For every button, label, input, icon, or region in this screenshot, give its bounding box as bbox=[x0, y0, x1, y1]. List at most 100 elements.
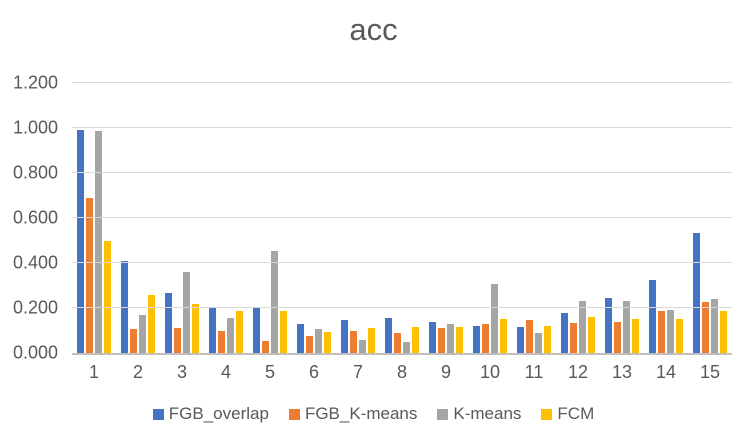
y-tick-label: 0.000 bbox=[12, 342, 58, 363]
bar-K-means-6 bbox=[315, 329, 322, 353]
bar-K-means-12 bbox=[579, 301, 586, 353]
bar-FGB_K-means-7 bbox=[350, 330, 357, 353]
bar-FGB_K-means-6 bbox=[306, 336, 313, 353]
bar-FCM-12 bbox=[588, 317, 595, 353]
gridline bbox=[72, 217, 732, 218]
x-tick-label: 6 bbox=[308, 362, 319, 382]
bar-FGB_overlap-13 bbox=[605, 297, 612, 353]
y-tick-label: 1.000 bbox=[12, 117, 58, 138]
x-tick-label: 1 bbox=[88, 362, 99, 382]
x-tick-label: 10 bbox=[479, 362, 501, 382]
legend-marker-icon bbox=[152, 408, 164, 420]
bar-FCM-7 bbox=[368, 328, 375, 353]
x-tick-label: 11 bbox=[524, 362, 544, 382]
bar-FCM-2 bbox=[148, 294, 155, 353]
bar-group-15 bbox=[688, 83, 732, 353]
bar-group-3 bbox=[160, 83, 204, 353]
plot-area bbox=[72, 82, 732, 355]
gridline bbox=[72, 172, 732, 173]
legend-label: FGB_overlap bbox=[168, 404, 269, 423]
bar-group-5 bbox=[248, 83, 292, 353]
legend-marker-icon bbox=[437, 408, 449, 420]
bar-FGB_overlap-9 bbox=[429, 321, 436, 353]
gridline bbox=[72, 307, 732, 308]
bar-FGB_K-means-13 bbox=[614, 321, 621, 353]
bar-FGB_K-means-12 bbox=[570, 322, 577, 353]
gridline bbox=[72, 262, 732, 263]
x-tick-label: 8 bbox=[396, 362, 407, 382]
bar-FGB_overlap-8 bbox=[385, 318, 392, 353]
bar-K-means-2 bbox=[139, 314, 146, 353]
bar-group-13 bbox=[600, 83, 644, 353]
bar-FGB_overlap-12 bbox=[561, 312, 568, 353]
bar-FCM-14 bbox=[676, 319, 683, 353]
bar-FGB_K-means-15 bbox=[702, 302, 709, 353]
bar-group-14 bbox=[644, 83, 688, 353]
bar-FGB_K-means-5 bbox=[262, 340, 269, 353]
bar-FCM-3 bbox=[192, 303, 199, 353]
bar-group-11 bbox=[512, 83, 556, 353]
bar-group-8 bbox=[380, 83, 424, 353]
y-tick-label: 0.800 bbox=[12, 162, 58, 183]
bar-K-means-13 bbox=[623, 301, 630, 353]
bar-FCM-1 bbox=[104, 240, 111, 353]
x-tick-label: 13 bbox=[611, 362, 633, 382]
legend-item-FGB_K-means: FGB_K-means bbox=[288, 404, 418, 424]
bar-FGB_overlap-1 bbox=[77, 130, 84, 353]
legend-label: FGB_K-means bbox=[304, 404, 418, 423]
y-tick-label: 0.600 bbox=[12, 207, 58, 228]
bar-K-means-9 bbox=[447, 323, 454, 353]
bar-K-means-15 bbox=[711, 299, 718, 353]
bar-FGB_overlap-2 bbox=[121, 260, 128, 353]
bar-group-10 bbox=[468, 83, 512, 353]
bar-FGB_K-means-14 bbox=[658, 311, 665, 353]
x-tick-label: 14 bbox=[655, 362, 677, 382]
gridline bbox=[72, 82, 732, 83]
bar-K-means-14 bbox=[667, 310, 674, 353]
x-tick-label: 5 bbox=[264, 362, 275, 382]
x-tick-label: 4 bbox=[220, 362, 231, 382]
bar-group-4 bbox=[204, 83, 248, 353]
bar-FGB_overlap-5 bbox=[253, 308, 260, 353]
bar-group-12 bbox=[556, 83, 600, 353]
chart-title: acc bbox=[349, 12, 398, 47]
bar-FGB_overlap-3 bbox=[165, 293, 172, 353]
bar-FGB_K-means-8 bbox=[394, 332, 401, 353]
bar-FCM-9 bbox=[456, 327, 463, 353]
bar-FCM-11 bbox=[544, 326, 551, 353]
x-tick-label: 12 bbox=[567, 362, 589, 382]
bar-FCM-13 bbox=[632, 319, 639, 353]
bar-FGB_overlap-11 bbox=[517, 327, 524, 353]
bar-FCM-15 bbox=[720, 311, 727, 353]
legend-label: K-means bbox=[453, 404, 522, 423]
bar-FGB_K-means-2 bbox=[130, 329, 137, 353]
legend-item-K-means: K-means bbox=[437, 404, 521, 424]
bar-FCM-10 bbox=[500, 319, 507, 353]
bar-FGB_overlap-6 bbox=[297, 323, 304, 353]
x-tick-label: 15 bbox=[699, 362, 721, 382]
legend-label: FCM bbox=[557, 404, 595, 423]
bar-FCM-6 bbox=[324, 331, 331, 353]
bar-K-means-1 bbox=[95, 131, 102, 353]
bar-FGB_overlap-4 bbox=[209, 308, 216, 353]
bar-K-means-10 bbox=[491, 284, 498, 353]
bar-K-means-4 bbox=[227, 318, 234, 353]
bar-FGB_overlap-10 bbox=[473, 326, 480, 353]
bar-K-means-8 bbox=[403, 341, 410, 353]
bar-FGB_overlap-15 bbox=[693, 232, 700, 353]
bar-FGB_K-means-11 bbox=[526, 320, 533, 353]
y-axis: 0.000 0.200 0.400 0.600 0.800 1.000 1.200 bbox=[0, 73, 58, 363]
bar-group-7 bbox=[336, 83, 380, 353]
x-tick-label: 9 bbox=[440, 362, 451, 382]
bar-K-means-3 bbox=[183, 272, 190, 353]
bar-FCM-5 bbox=[280, 311, 287, 353]
bar-groups bbox=[72, 83, 732, 353]
bar-K-means-7 bbox=[359, 339, 366, 353]
legend-item-FCM: FCM bbox=[541, 404, 594, 424]
x-tick-label: 7 bbox=[352, 362, 363, 382]
gridline bbox=[72, 127, 732, 128]
bar-FGB_K-means-9 bbox=[438, 328, 445, 353]
bar-group-1 bbox=[72, 83, 116, 353]
bar-FGB_overlap-14 bbox=[649, 279, 656, 353]
x-axis: 1 2 3 4 5 6 7 8 9 10 11 12 13 14 15 bbox=[72, 362, 732, 383]
